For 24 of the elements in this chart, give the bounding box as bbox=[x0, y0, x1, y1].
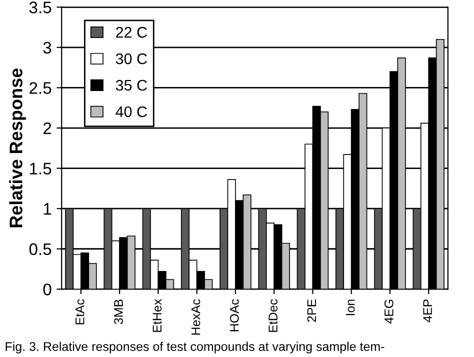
x-tick-label: EtDec bbox=[268, 299, 278, 332]
x-tick-label: 3MB bbox=[114, 300, 123, 324]
y-tick-label: 2 bbox=[43, 122, 52, 134]
x-tick-label: EtAc bbox=[76, 299, 84, 324]
x-tick-label: EtHex bbox=[152, 299, 162, 332]
x-tick-label: 4EP bbox=[423, 300, 432, 322]
x-tick-label: Ion bbox=[346, 300, 355, 316]
y-axis-title: Relative Response bbox=[9, 68, 26, 228]
legend-label: 30 C bbox=[116, 53, 147, 64]
y-tick-label: 2.5 bbox=[30, 82, 52, 94]
x-tick-label: HexAc bbox=[191, 299, 200, 335]
legend-label: 35 C bbox=[116, 80, 147, 91]
caption: Fig. 3. Relative responses of test compounds at varying sample tem- bbox=[6, 342, 384, 354]
y-tick-label: 3.5 bbox=[29, 2, 52, 14]
y-tick-label: 0.5 bbox=[29, 243, 52, 256]
y-tick-label: 3 bbox=[43, 42, 52, 54]
y-tick-label: 1 bbox=[44, 203, 52, 215]
legend-label: 40 C bbox=[116, 106, 147, 118]
legend-label: 22 C bbox=[116, 26, 147, 38]
y-tick-label: 1.5 bbox=[30, 162, 52, 175]
x-tick-label: HOAc bbox=[230, 299, 239, 332]
y-tick-label: 0 bbox=[43, 284, 52, 296]
x-tick-label: 2PE bbox=[307, 299, 316, 322]
x-tick-label: 4EG bbox=[384, 300, 394, 324]
